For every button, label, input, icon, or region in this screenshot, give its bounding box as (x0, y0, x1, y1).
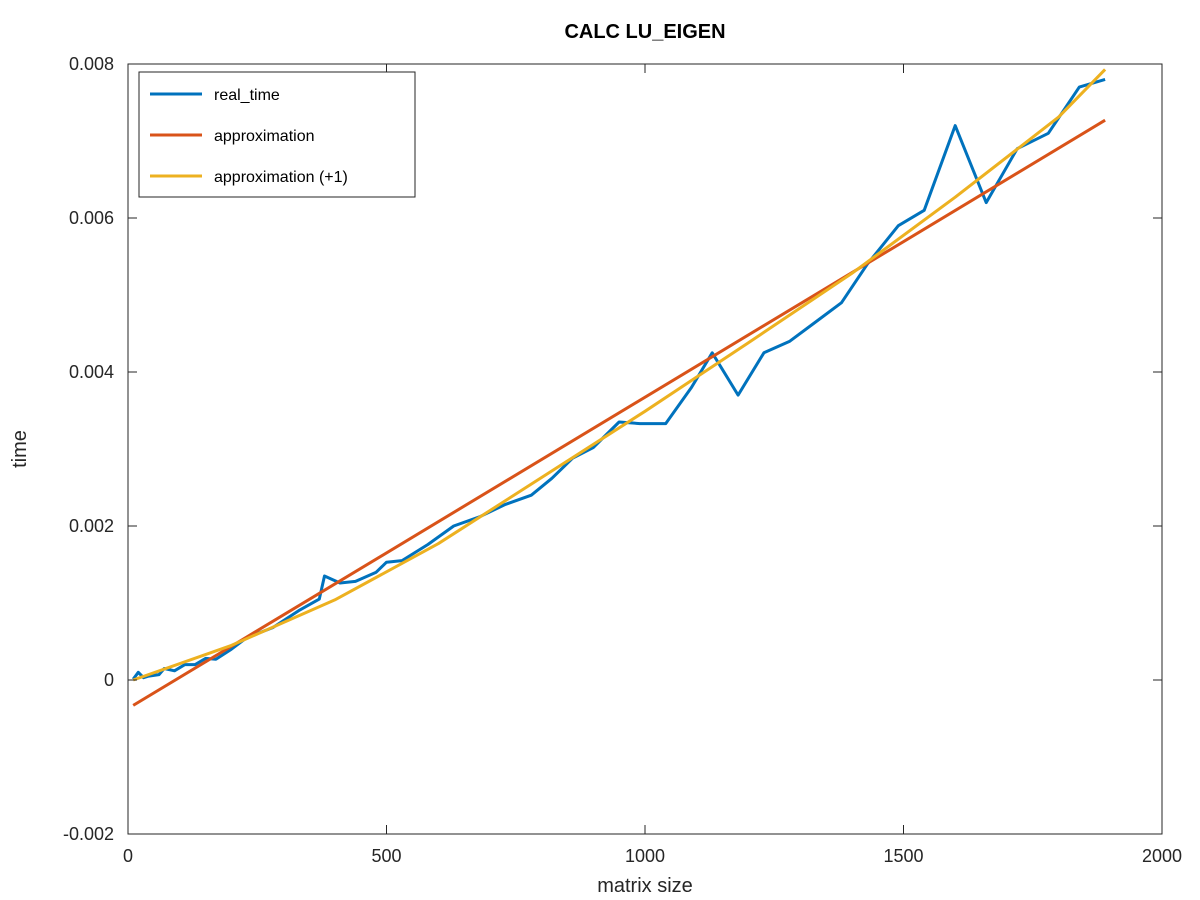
ticks-layer: 0 500 1000 1500 2000 -0.002 0 0.002 0.004 0.006 0.… (63, 54, 1182, 866)
y-axis-label: time (9, 430, 31, 468)
x-tick-label: 0 (123, 846, 133, 866)
y-tick-label: 0.006 (69, 208, 114, 228)
series-line-1 (132, 118, 1106, 707)
legend: real_time approximation approximation (+1) (138, 71, 416, 198)
series-line-2 (132, 68, 1107, 682)
y-tick-label: 0.002 (69, 516, 114, 536)
x-tick-label: 1000 (625, 846, 665, 866)
y-tick-label: 0 (104, 670, 114, 690)
x-axis-label: matrix size (597, 875, 693, 897)
series-layer (131, 68, 1107, 707)
chart-title: CALC LU_EIGEN (564, 21, 725, 43)
x-tick-label: 500 (371, 846, 401, 866)
legend-label-2: approximation (+1) (214, 169, 348, 186)
legend-label-1: approximation (214, 128, 315, 145)
y-tick-label: 0.008 (69, 54, 114, 74)
legend-label-0: real_time (214, 87, 280, 104)
y-tick-label: -0.002 (63, 824, 114, 844)
x-tick-label: 1500 (883, 846, 923, 866)
y-tick-label: 0.004 (69, 362, 114, 382)
x-tick-label: 2000 (1142, 846, 1182, 866)
